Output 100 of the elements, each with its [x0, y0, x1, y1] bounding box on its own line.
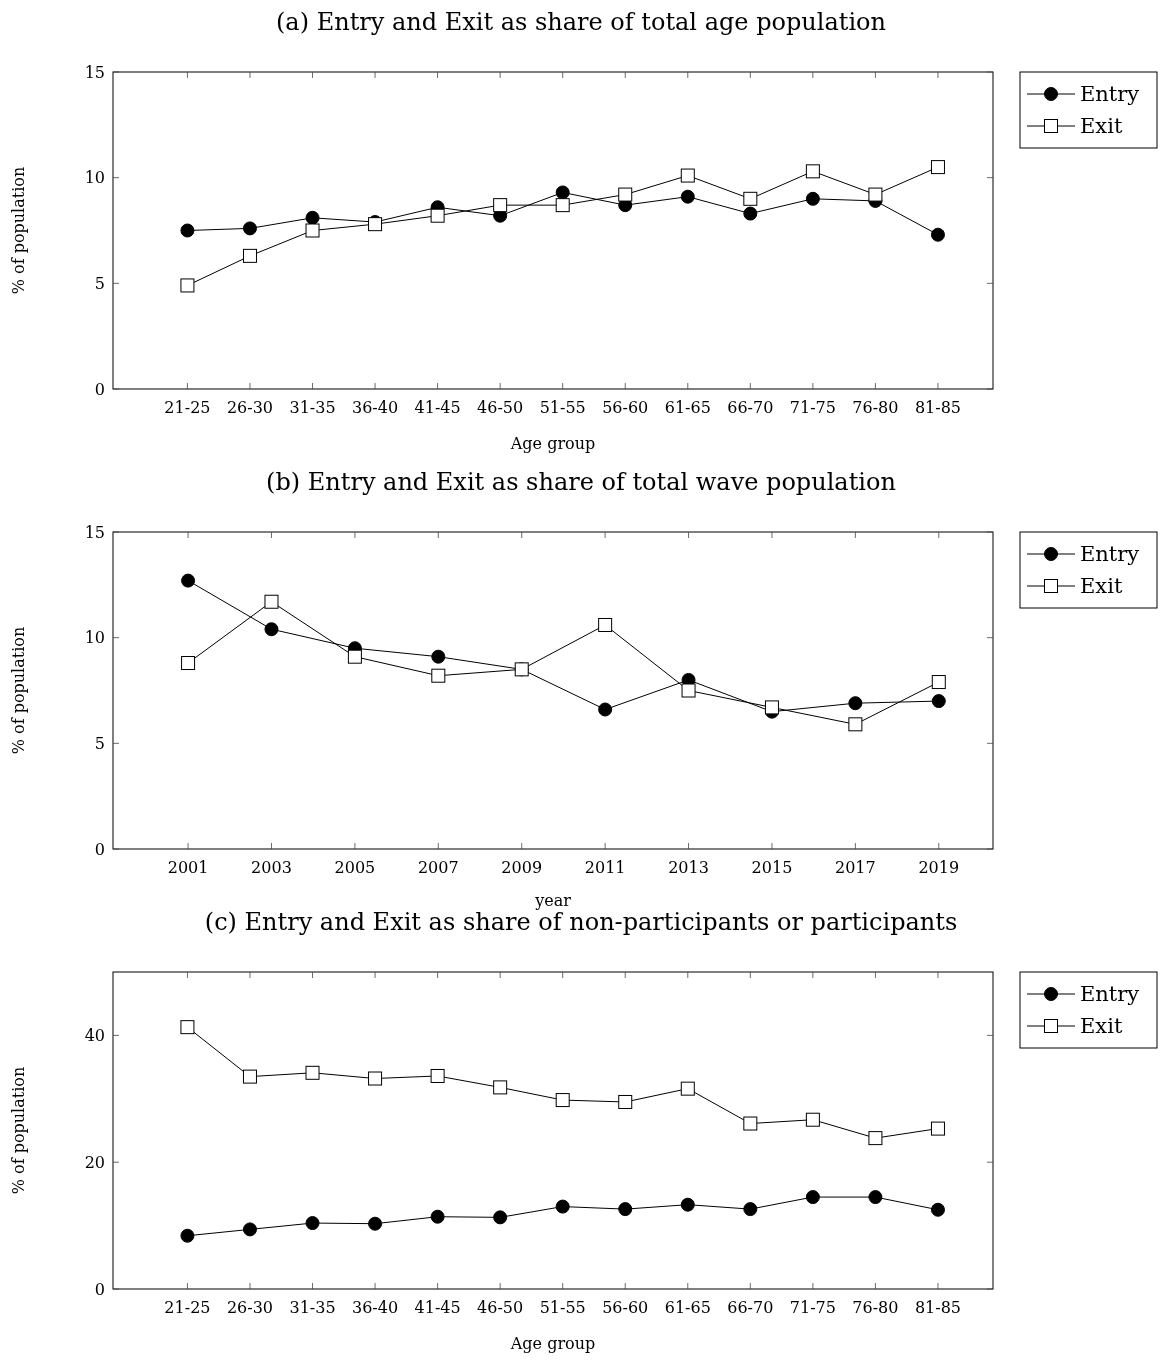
point [242, 221, 257, 236]
x-tick-label: 2015 [751, 858, 793, 877]
point [868, 1131, 883, 1146]
x-tick-label: 2017 [835, 858, 876, 877]
point [305, 1216, 320, 1231]
point [181, 573, 196, 588]
legend-label: Entry [1080, 82, 1140, 107]
point [805, 1112, 820, 1127]
point [680, 1081, 695, 1096]
point [868, 1190, 883, 1205]
x-axis-title: year [534, 891, 572, 910]
point [493, 1080, 508, 1095]
point [430, 1209, 445, 1224]
x-tick-label: 2007 [417, 858, 459, 877]
x-tick-label: 41-45 [414, 1298, 461, 1317]
point [305, 1065, 320, 1080]
y-axis-title: % of population [9, 166, 28, 295]
x-tick-label: 81-85 [914, 398, 962, 417]
point [743, 191, 758, 206]
point [555, 185, 570, 200]
point [764, 700, 779, 715]
chart-title: (a) Entry and Exit as share of total age population [275, 8, 887, 36]
point [598, 702, 613, 717]
x-tick-label: 21-25 [164, 398, 211, 417]
x-tick-label: 31-35 [289, 1298, 336, 1317]
point [743, 206, 758, 221]
point [180, 223, 195, 238]
x-tick-label: 81-85 [914, 1298, 962, 1317]
point [305, 210, 320, 225]
y-tick-label: 0 [94, 1279, 105, 1299]
point [680, 1197, 695, 1212]
x-tick-label: 21-25 [164, 1298, 211, 1317]
x-tick-label: 2009 [501, 858, 543, 877]
x-tick-label: 2013 [668, 858, 709, 877]
x-tick-label: 26-30 [226, 398, 274, 417]
x-tick-label: 41-45 [414, 398, 461, 417]
x-tick-label: 66-70 [727, 398, 774, 417]
y-tick-label: 15 [84, 62, 105, 82]
point [680, 189, 695, 204]
y-tick-label: 5 [94, 273, 105, 293]
x-tick-label: 76-80 [852, 1298, 899, 1317]
legend-label: Entry [1080, 982, 1140, 1007]
point [805, 1190, 820, 1205]
x-tick-label: 51-55 [539, 1298, 586, 1317]
x-tick-label: 2001 [167, 858, 209, 877]
point [347, 649, 362, 664]
x-tick-label: 2019 [918, 858, 960, 877]
x-tick-label: 26-30 [226, 1298, 274, 1317]
x-tick-label: 36-40 [352, 1298, 399, 1317]
x-tick-label: 2011 [584, 858, 626, 877]
x-tick-label: 56-60 [602, 1298, 649, 1317]
chart-title: (b) Entry and Exit as share of total wave population [266, 468, 896, 496]
point [931, 694, 946, 709]
point [493, 198, 508, 213]
y-tick-label: 0 [94, 379, 105, 399]
point [743, 1116, 758, 1131]
point [805, 164, 820, 179]
point [368, 1216, 383, 1231]
point [868, 187, 883, 202]
x-axis-title: Age group [509, 434, 596, 453]
y-tick-label: 10 [84, 628, 105, 648]
x-tick-label: 71-75 [789, 398, 836, 417]
y-tick-label: 5 [94, 733, 105, 753]
point [555, 1093, 570, 1108]
point [805, 191, 820, 206]
x-tick-label: 31-35 [289, 398, 336, 417]
y-axis-title: % of population [9, 626, 28, 755]
x-tick-label: 71-75 [789, 1298, 836, 1317]
point [430, 208, 445, 223]
x-tick-label: 76-80 [852, 398, 899, 417]
y-tick-label: 40 [84, 1026, 105, 1045]
x-tick-label: 36-40 [352, 398, 399, 417]
x-tick-label: 56-60 [602, 398, 649, 417]
point [681, 683, 696, 698]
point [493, 1210, 508, 1225]
point [618, 187, 633, 202]
legend-label: Exit [1080, 114, 1123, 139]
y-tick-label: 0 [94, 839, 105, 859]
point [431, 649, 446, 664]
y-axis-title: % of population [9, 1066, 28, 1195]
point [930, 1202, 945, 1217]
point [264, 622, 279, 637]
point [431, 668, 446, 683]
point [848, 696, 863, 711]
legend-label: Entry [1080, 542, 1140, 567]
point [848, 717, 863, 732]
x-tick-label: 2005 [334, 858, 376, 877]
point [680, 168, 695, 183]
point [618, 1202, 633, 1217]
x-tick-label: 51-55 [539, 398, 586, 417]
x-tick-label: 46-50 [477, 1298, 524, 1317]
legend-label: Exit [1080, 574, 1123, 599]
point [743, 1202, 758, 1217]
point [242, 1222, 257, 1237]
point [180, 1228, 195, 1243]
y-tick-label: 10 [84, 168, 105, 188]
y-tick-label: 15 [84, 522, 105, 542]
legend-label: Exit [1080, 1014, 1123, 1039]
x-axis-title: Age group [509, 1334, 596, 1353]
point [930, 227, 945, 242]
